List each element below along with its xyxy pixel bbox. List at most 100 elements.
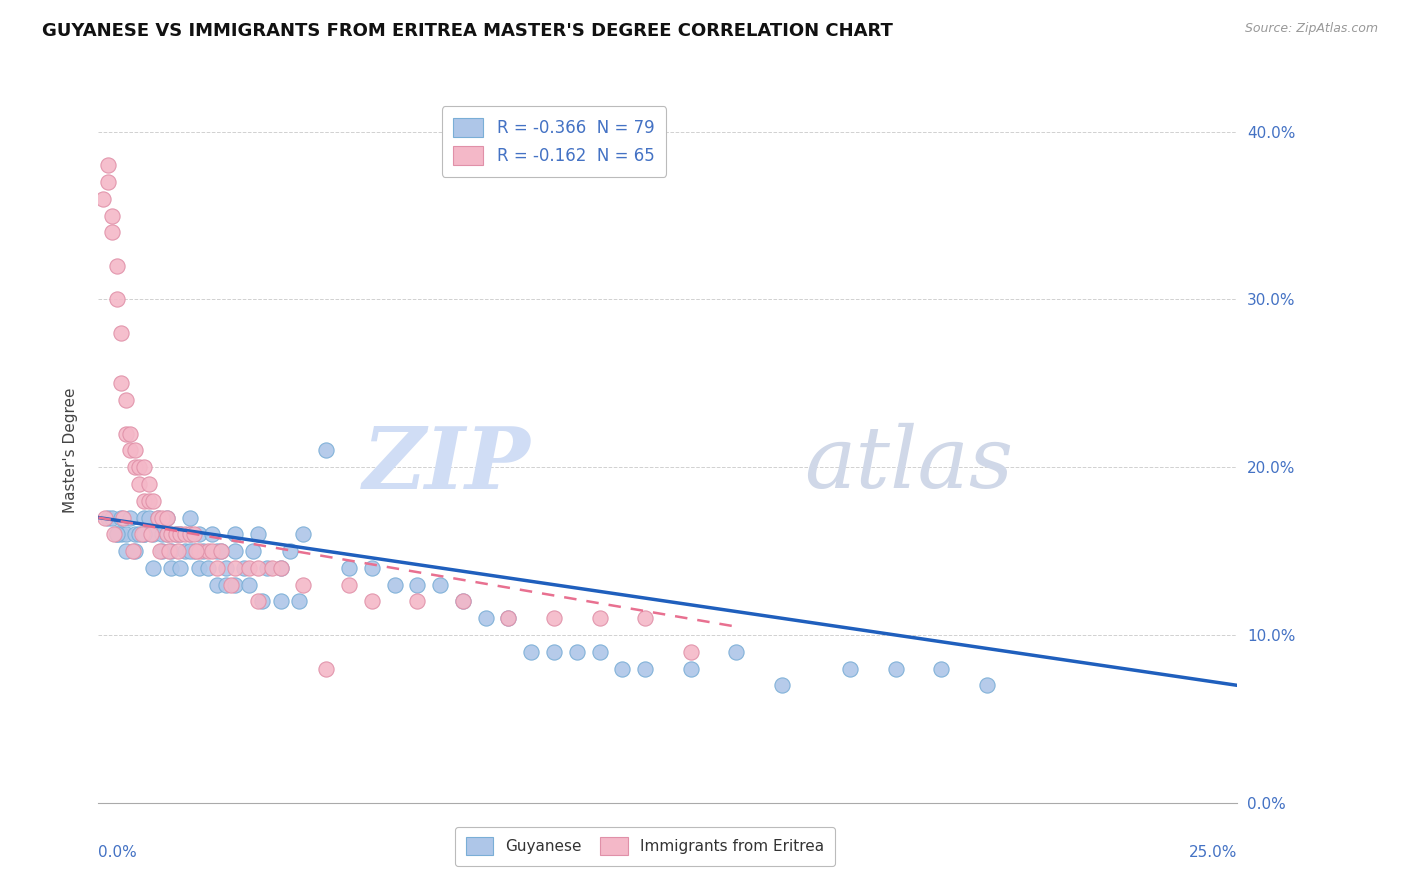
Point — [187, 527, 209, 541]
Text: 0.0%: 0.0% — [98, 845, 138, 860]
Point — [246, 594, 269, 608]
Point — [96, 175, 118, 189]
Point — [201, 527, 224, 541]
Point — [156, 527, 179, 541]
Point — [169, 527, 191, 541]
Point — [292, 577, 315, 591]
Point — [160, 527, 183, 541]
Point — [839, 662, 862, 676]
Point — [612, 662, 634, 676]
Point — [770, 678, 793, 692]
Point — [96, 510, 118, 524]
Point — [96, 158, 118, 172]
Point — [360, 594, 382, 608]
Point — [110, 326, 132, 340]
Point — [209, 544, 232, 558]
Point — [150, 510, 173, 524]
Point — [315, 443, 337, 458]
Point — [270, 561, 292, 575]
Point — [132, 527, 155, 541]
Point — [114, 544, 136, 558]
Point — [205, 544, 228, 558]
Y-axis label: Master's Degree: Master's Degree — [63, 388, 77, 513]
Point — [634, 611, 657, 625]
Point — [165, 527, 187, 541]
Point — [725, 645, 748, 659]
Point — [187, 544, 209, 558]
Point — [139, 527, 162, 541]
Point — [224, 544, 246, 558]
Point — [179, 510, 201, 524]
Point — [238, 561, 260, 575]
Point — [120, 510, 142, 524]
Point — [406, 594, 429, 608]
Point — [142, 527, 165, 541]
Point — [150, 544, 173, 558]
Point — [179, 527, 201, 541]
Point — [246, 561, 269, 575]
Point — [224, 577, 246, 591]
Point — [634, 662, 657, 676]
Point — [157, 544, 180, 558]
Point — [246, 527, 269, 541]
Point — [187, 561, 209, 575]
Point — [205, 561, 228, 575]
Point — [101, 209, 124, 223]
Point — [114, 426, 136, 441]
Point — [337, 577, 360, 591]
Point — [929, 662, 952, 676]
Point — [384, 577, 406, 591]
Point — [498, 611, 520, 625]
Point — [132, 493, 155, 508]
Point — [156, 510, 179, 524]
Text: GUYANESE VS IMMIGRANTS FROM ERITREA MASTER'S DEGREE CORRELATION CHART: GUYANESE VS IMMIGRANTS FROM ERITREA MAST… — [42, 22, 893, 40]
Point — [209, 544, 232, 558]
Point — [315, 662, 337, 676]
Point — [215, 561, 238, 575]
Point — [219, 577, 242, 591]
Point — [114, 393, 136, 408]
Point — [132, 527, 155, 541]
Point — [124, 544, 146, 558]
Text: ZIP: ZIP — [363, 423, 531, 507]
Point — [270, 561, 292, 575]
Point — [138, 510, 160, 524]
Point — [679, 662, 702, 676]
Point — [183, 527, 205, 541]
Point — [94, 510, 117, 524]
Point — [183, 544, 205, 558]
Point — [131, 527, 153, 541]
Point — [105, 293, 128, 307]
Point — [233, 561, 256, 575]
Point — [451, 594, 474, 608]
Point — [270, 594, 292, 608]
Point — [142, 561, 165, 575]
Point — [260, 561, 283, 575]
Point — [105, 527, 128, 541]
Point — [976, 678, 998, 692]
Point — [543, 645, 565, 659]
Point — [120, 443, 142, 458]
Point — [498, 611, 520, 625]
Point — [165, 527, 187, 541]
Text: Source: ZipAtlas.com: Source: ZipAtlas.com — [1244, 22, 1378, 36]
Point — [242, 544, 264, 558]
Point — [103, 527, 125, 541]
Point — [543, 611, 565, 625]
Point — [520, 645, 543, 659]
Point — [252, 594, 274, 608]
Point — [160, 544, 183, 558]
Point — [146, 510, 169, 524]
Point — [201, 544, 224, 558]
Point — [884, 662, 907, 676]
Point — [215, 577, 238, 591]
Point — [150, 527, 173, 541]
Point — [138, 493, 160, 508]
Point — [256, 561, 278, 575]
Point — [156, 527, 179, 541]
Point — [679, 645, 702, 659]
Point — [128, 460, 150, 475]
Point — [142, 493, 165, 508]
Point — [120, 426, 142, 441]
Point — [179, 544, 201, 558]
